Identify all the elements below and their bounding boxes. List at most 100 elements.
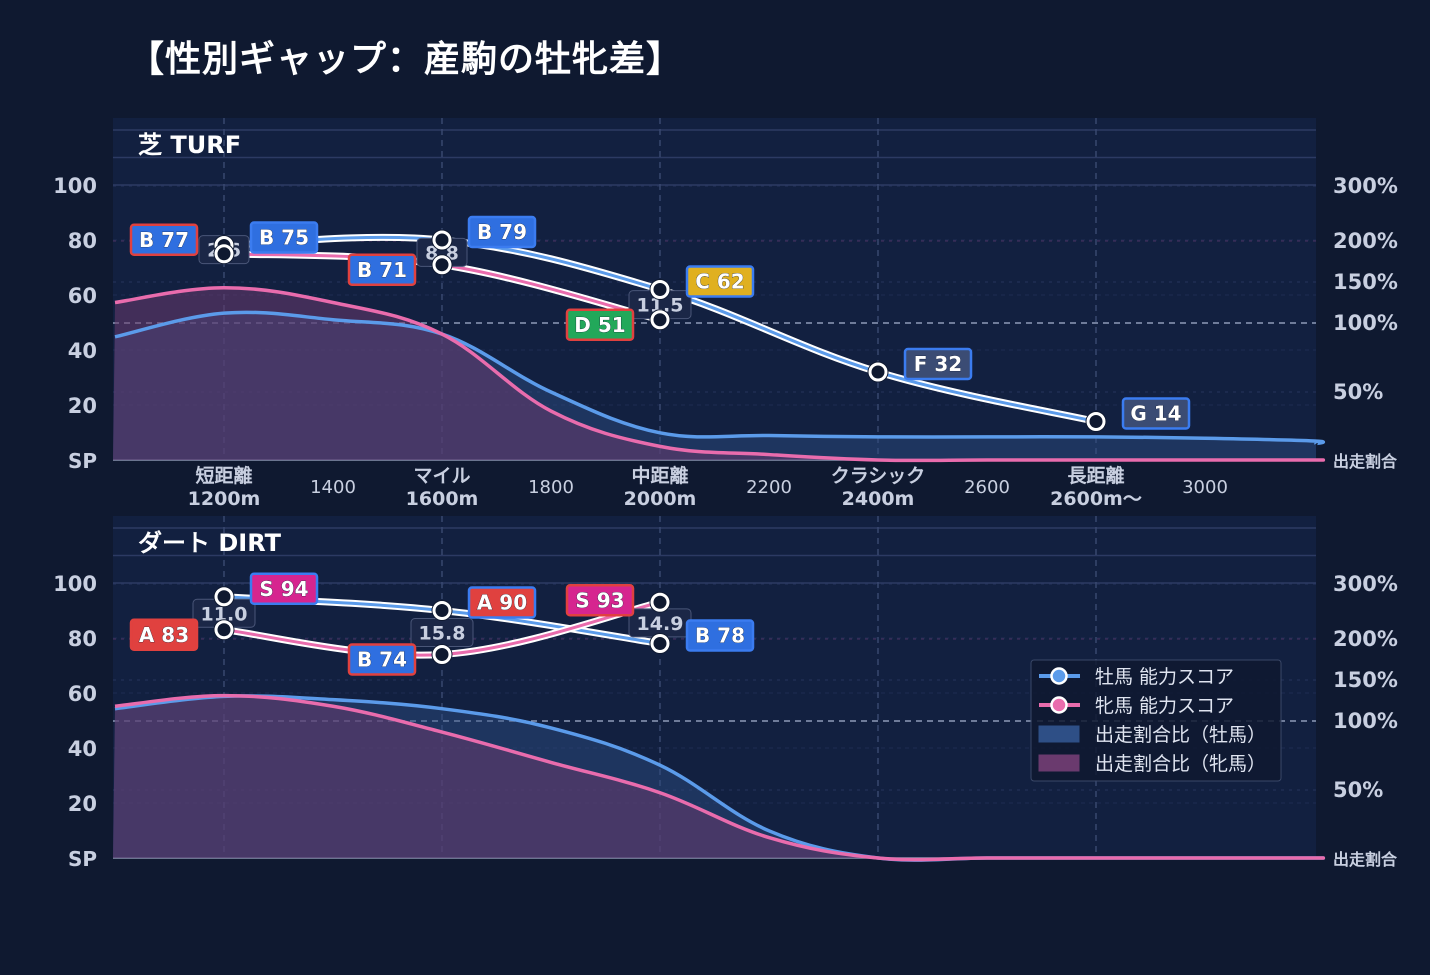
legend-swatch-area (1038, 725, 1080, 743)
panel-label: ダート DIRT (138, 529, 282, 557)
y-tick-label-right: 200% (1333, 229, 1398, 253)
grade-badge: S 94 (259, 577, 308, 601)
marker-center (217, 590, 231, 604)
y-tick-label-right: 100% (1333, 311, 1398, 335)
legend-swatch-marker (1050, 696, 1068, 714)
x-tick-label: 1200m (188, 488, 261, 510)
y-tick-label-right: 出走割合 (1333, 452, 1398, 471)
x-tick-label: 短距離 (195, 464, 252, 487)
marker-center (435, 604, 449, 617)
grade-badge: F 32 (914, 352, 962, 376)
y-tick-label-left: 20 (68, 792, 97, 816)
y-tick-label-left: 100 (53, 174, 97, 198)
grade-badge: A 90 (477, 591, 527, 615)
x-tick-label: 1800 (528, 477, 574, 498)
grade-badge-box (685, 619, 755, 652)
line-ratio-female (114, 285, 1326, 463)
grade-badge: B 74 (357, 648, 407, 672)
gap-label: 11.5 (637, 295, 684, 317)
x-tick-label: 3000 (1182, 477, 1228, 498)
y-tick-label-right: 300% (1333, 174, 1398, 198)
x-tick-label: 1400 (310, 477, 356, 498)
legend-label: 出走割合比（牝馬） (1095, 753, 1266, 775)
x-tick-label: 1600m (406, 488, 479, 510)
x-tick-label: マイル (413, 465, 470, 487)
y-tick-label-left: 40 (68, 737, 97, 761)
x-tick-label: 2200 (746, 477, 792, 498)
y-tick-label-right: 100% (1333, 709, 1398, 733)
grade-badge: G 14 (1130, 402, 1181, 426)
marker-center (653, 595, 667, 609)
y-tick-label-left: 100 (53, 572, 97, 596)
x-tick-label: クラシック (831, 465, 926, 487)
x-tick-label: 2600 (964, 477, 1010, 498)
grade-badge: B 79 (477, 220, 527, 244)
grade-badge-box (249, 572, 319, 605)
marker-center (217, 247, 231, 261)
panel-dirt: ダート DIRT SP 20 40 60 80 100 出走割合 50% 100% 150% 200%… (53, 516, 1398, 871)
x-tick-label: 2000m (624, 488, 697, 510)
marker-center (653, 637, 667, 650)
y-tick-label-left: 80 (68, 627, 97, 651)
marker-center (435, 648, 449, 661)
y-tick-label-left: SP (68, 847, 97, 871)
y-tick-label-right: 150% (1333, 668, 1398, 692)
y-tick-label-left: SP (68, 449, 97, 473)
gap-label: 15.8 (419, 623, 466, 645)
y-tick-label-right: 50% (1333, 380, 1383, 404)
gap-label: 14.9 (637, 613, 684, 635)
panel-turf: 芝 TURF SP 20 40 60 80 100 出走割合 50% 100% 150% 200% 30… (53, 118, 1398, 510)
y-tick-label-left: 80 (68, 229, 97, 253)
line-ratio-male (114, 310, 1326, 446)
grade-badge: C 62 (695, 270, 744, 294)
grade-badge-box (129, 223, 199, 256)
grade-badge-box (129, 618, 199, 651)
grade-badge: B 77 (139, 228, 189, 252)
marker-center (435, 233, 449, 247)
page-title: 【性別ギャップ：産駒の牡牝差】 (128, 39, 684, 80)
y-tick-label-right: 150% (1333, 270, 1398, 294)
grade-badge-box (347, 253, 417, 286)
panel-label: 芝 TURF (138, 131, 241, 159)
x-tick-label: 中距離 (631, 464, 688, 487)
legend-label: 牡馬 能力スコア (1095, 666, 1234, 688)
marker-center (653, 313, 667, 327)
legend-label: 牝馬 能力スコア (1095, 695, 1234, 717)
area-ratio-female (113, 287, 1324, 461)
grade-badge-box (467, 215, 537, 249)
marker-center (871, 365, 885, 379)
y-tick-label-right: 200% (1333, 627, 1398, 651)
grade-badge-box (249, 221, 319, 254)
grade-badge: B 78 (695, 624, 745, 648)
y-tick-label-right: 出走割合 (1333, 850, 1398, 869)
legend-box (1030, 659, 1282, 782)
marker-center (435, 258, 449, 272)
area-ratio-female (113, 695, 1324, 860)
y-tick-label-left: 60 (68, 682, 97, 706)
grade-badge: A 83 (139, 623, 189, 647)
grade-badge-box (1121, 397, 1191, 430)
y-tick-label-left: 60 (68, 284, 97, 308)
grade-badge-box (903, 347, 973, 381)
grade-badge: D 51 (574, 313, 625, 337)
grade-badge: S 93 (575, 588, 624, 612)
y-tick-label-right: 50% (1333, 778, 1383, 802)
grade-badge-box (565, 308, 635, 341)
x-tick-label: 2600m〜 (1050, 488, 1142, 510)
grade-badge: B 71 (357, 258, 407, 282)
gap-label: 11.0 (201, 603, 248, 625)
marker-center (1089, 415, 1103, 428)
grade-badge-box (565, 584, 635, 617)
line-ratio-female (114, 693, 1326, 862)
legend-swatch-marker (1050, 667, 1068, 685)
x-tick-label: 長距離 (1067, 464, 1124, 487)
y-tick-label-right: 300% (1333, 572, 1398, 596)
legend-label: 出走割合比（牡馬） (1095, 724, 1266, 746)
grade-badge-box (467, 586, 537, 619)
y-tick-label-left: 20 (68, 394, 97, 418)
legend-swatch-area (1038, 754, 1080, 772)
marker-center (217, 623, 231, 637)
x-tick-label: 2400m (842, 488, 915, 510)
